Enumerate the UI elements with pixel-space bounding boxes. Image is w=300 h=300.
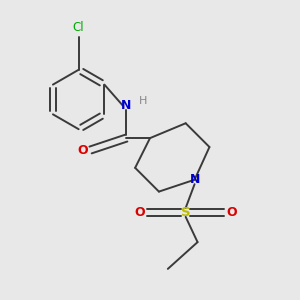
Text: N: N xyxy=(189,173,200,186)
Text: N: N xyxy=(121,99,131,112)
Text: O: O xyxy=(78,143,88,157)
Text: Cl: Cl xyxy=(73,21,85,34)
Text: S: S xyxy=(181,206,190,219)
Text: O: O xyxy=(134,206,145,219)
Text: H: H xyxy=(138,96,147,106)
Text: O: O xyxy=(226,206,237,219)
